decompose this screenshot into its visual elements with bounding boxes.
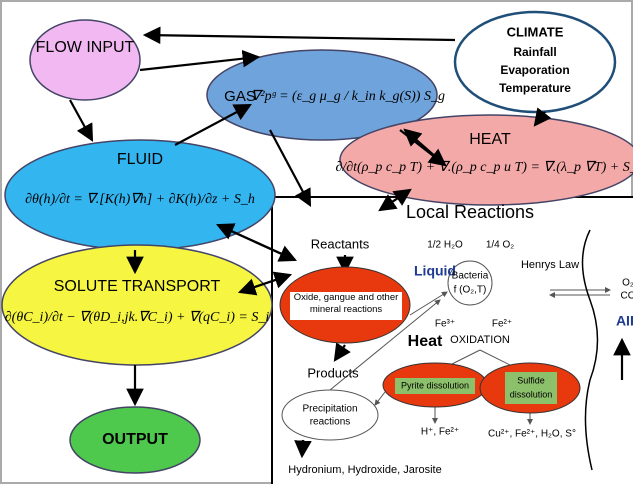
species: 1/2 H₂O	[427, 240, 463, 251]
reactants: Reactants	[311, 236, 370, 251]
species: H⁺, Fe²⁺	[421, 427, 459, 438]
air: AIR	[616, 313, 633, 329]
henrys-law: Henrys Law	[521, 259, 579, 271]
species: Cu²⁺, Fe²⁺, H₂O, S°	[488, 429, 576, 440]
precipitation: reactions	[310, 417, 351, 428]
climate-item: Temperature	[499, 81, 571, 95]
bacteria: Bacteria	[452, 271, 489, 282]
equation: ∂θ(h)/∂t = ∇.[K(h)∇h] + ∂K(h)/∂z + S_h	[25, 192, 255, 207]
species: Fe³⁺	[435, 319, 455, 330]
box-title: Local Reactions	[406, 202, 534, 222]
equation: ∇²pᵍ = (ε_g μ_g / k_in k_g(S)) S_g	[251, 89, 445, 104]
oxidation: OXIDATION	[450, 334, 510, 346]
species: 1/4 O₂	[486, 240, 514, 251]
node-label: FLOW INPUT	[36, 39, 135, 56]
equation: ∂/∂t(ρ_p c_p T) + ∇.(ρ_p c_p u T) = ∇.(λ…	[335, 160, 633, 175]
node-label: GAS	[224, 88, 256, 105]
equation: ∂(θC_i)/∂t − ∇(θD_i,jk.∇C_i) + ∇(qC_i) =…	[5, 310, 270, 325]
climate-item: Rainfall	[513, 45, 556, 59]
gas-species: O₂	[622, 278, 633, 289]
bacteria: f (O₂,T)	[454, 285, 487, 296]
sulfide: dissolution	[510, 389, 553, 399]
arrows	[69, 26, 631, 471]
output-node	[69, 406, 201, 474]
node-label: HEAT	[469, 131, 511, 148]
flow-input-node	[29, 19, 141, 101]
node-label: OUTPUT	[102, 431, 168, 448]
mineral-box: Oxide, gangue and other mineral reaction…	[293, 292, 399, 315]
climate-item: Evaporation	[500, 63, 569, 77]
mineral-label: Oxide, gangue and other mineral reaction…	[293, 292, 399, 315]
species: Fe²⁺	[492, 319, 512, 330]
node-label: FLUID	[117, 151, 163, 168]
sulfide: Sulfide	[517, 375, 545, 385]
pyrite: Pyrite dissolution	[401, 380, 469, 390]
gas-node	[206, 49, 438, 141]
precipitates: Hydronium, Hydroxide, Jarosite	[288, 464, 441, 476]
precipitation: Precipitation	[302, 404, 357, 415]
liquid: Liquid	[414, 263, 456, 279]
gas-species: CO₂	[621, 291, 633, 302]
node-label: SOLUTE TRANSPORT	[54, 278, 221, 295]
node-label: CLIMATE	[507, 24, 564, 39]
solute-node	[1, 244, 273, 366]
products: Products	[307, 365, 359, 380]
heat-label: Heat	[408, 333, 443, 350]
